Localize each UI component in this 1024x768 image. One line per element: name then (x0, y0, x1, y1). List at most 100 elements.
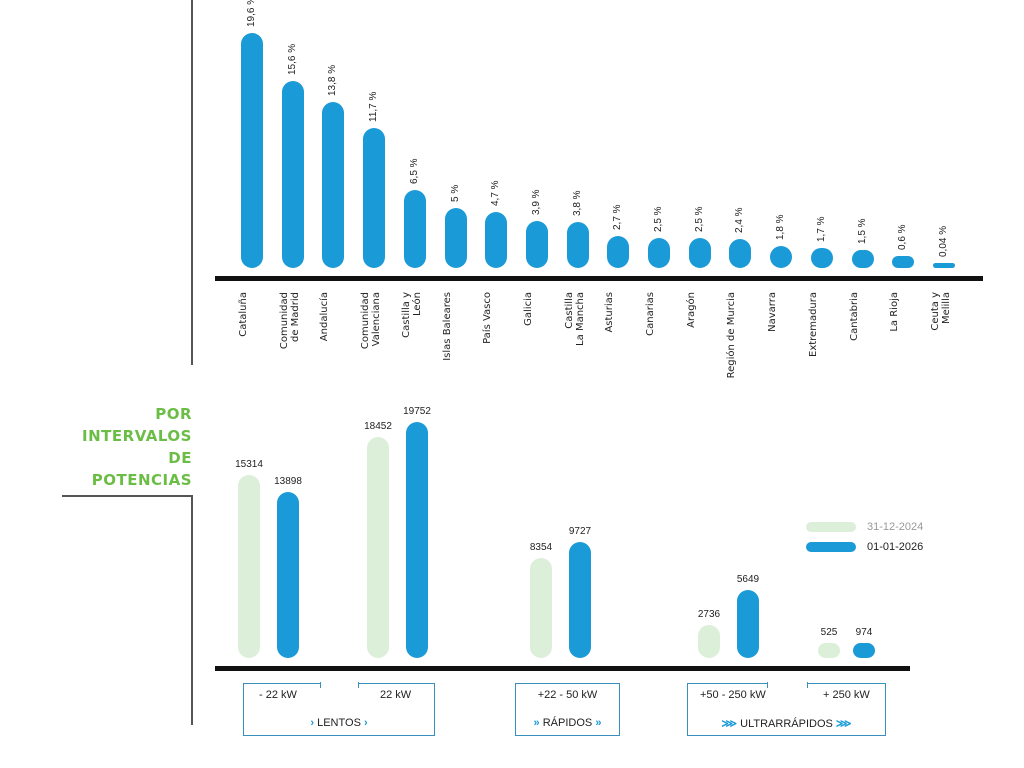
range-label: 22 kW (380, 689, 412, 701)
bar (688, 238, 711, 268)
section-heading: POR INTERVALOS DE POTENCIAS (82, 403, 192, 491)
range-label: + 250 kW (823, 689, 870, 701)
heading-line: POTENCIAS (91, 471, 192, 489)
data-label: 18452 (364, 421, 392, 433)
legend-swatch-2024 (806, 522, 856, 532)
data-label: 2,7 % (612, 204, 624, 230)
chevron-icon: » (533, 717, 540, 729)
x-axis-line (215, 666, 910, 671)
data-label: 13,8 % (327, 65, 339, 97)
bar-31-12-2024 (367, 437, 389, 658)
category-label: La Rioja (889, 292, 901, 332)
range-label: +50 - 250 kW (700, 689, 766, 701)
group-lentos: - 22 kW 22 kW › LENTOS › (243, 682, 435, 736)
data-label: 0,6 % (897, 224, 909, 250)
category-label: Región de Murcia (726, 292, 738, 379)
bar-31-12-2024 (238, 474, 260, 658)
data-label: 9727 (568, 525, 592, 537)
data-label: 5 % (449, 184, 461, 202)
group-ultrarrapidos: +50 - 250 kW + 250 kW ⋙ ULTRARRÁPIDOS ⋙ (687, 682, 886, 736)
chevron-icon: ⋙ (835, 718, 852, 730)
bar (729, 239, 752, 268)
category-label: País Vasco (482, 292, 494, 344)
heading-line: DE (168, 449, 192, 467)
data-label: 11,7 % (368, 91, 380, 122)
category-label: Islas Baleares (441, 292, 453, 361)
bar-01-01-2026 (569, 541, 591, 658)
category-label: Castilla La Mancha (563, 292, 586, 346)
data-label: 1,8 % (775, 214, 787, 241)
group-label: › LENTOS › (244, 717, 434, 729)
box-gap (767, 682, 808, 688)
bar-31-12-2024 (698, 625, 720, 658)
chevron-icon: › (363, 717, 368, 729)
chevron-icon: ⋙ (721, 718, 738, 730)
bar-31-12-2024 (530, 558, 552, 658)
data-label: 6,5 % (408, 158, 420, 184)
legend-swatch-2026 (806, 542, 856, 552)
category-label: Asturias (604, 292, 616, 333)
data-label: 13898 (274, 475, 302, 487)
bar (648, 238, 670, 268)
legend-label: 01-01-2026 (867, 541, 924, 553)
bar (281, 80, 304, 268)
range-label: - 22 kW (259, 689, 297, 701)
bar (403, 190, 426, 268)
chevron-icon: › (310, 717, 315, 729)
x-axis-line (215, 276, 983, 281)
chevron-icon: » (595, 717, 602, 729)
bar (770, 246, 793, 268)
data-label: 2,5 % (693, 206, 705, 232)
divider-line (191, 495, 193, 725)
box-gap (320, 682, 359, 688)
data-label: 15314 (235, 458, 263, 470)
data-label: 525 (820, 627, 838, 638)
range-label: +22 - 50 kW (537, 689, 598, 701)
data-label: 8354 (529, 542, 553, 554)
divider-line (62, 495, 193, 497)
data-label: 15,6 % (286, 43, 298, 75)
bar (932, 263, 955, 268)
category-label: Navarra (767, 292, 779, 332)
group-label: » RÁPIDOS » (516, 717, 619, 729)
data-label: 3,8 % (571, 190, 583, 217)
bar-01-01-2026 (406, 421, 428, 658)
bar-31-12-2024 (818, 643, 840, 658)
bar (566, 222, 589, 268)
bar (525, 221, 548, 268)
category-label: Ceuta y Melilla (929, 292, 952, 331)
data-label: 2736 (697, 609, 721, 621)
category-label: Extremadura (807, 292, 819, 357)
data-label: 19,6 % (246, 0, 257, 27)
bar (810, 247, 833, 268)
bar (607, 235, 630, 268)
legend-label: 31-12-2024 (867, 521, 924, 533)
bar-01-01-2026 (277, 491, 299, 658)
group-rapidos: +22 - 50 kW » RÁPIDOS » (515, 683, 620, 736)
bar (322, 102, 345, 268)
bar-01-01-2026 (737, 590, 759, 658)
data-label: 1,5 % (856, 218, 868, 244)
bar (851, 250, 874, 268)
data-label: 3,9 % (530, 189, 542, 216)
category-label: Galicia (522, 292, 534, 326)
group-text: RÁPIDOS (542, 717, 593, 729)
data-label: 0,04 % (937, 225, 949, 257)
group-text: ULTRARRÁPIDOS (740, 718, 833, 730)
category-label: Canarias (645, 292, 656, 336)
category-label: Castilla y León (400, 292, 423, 338)
heading-line: POR (155, 405, 192, 423)
bar (444, 208, 467, 268)
bar (485, 211, 508, 268)
data-label: 1,7 % (815, 216, 827, 242)
category-label: Cantabria (848, 292, 860, 341)
category-label: Aragón (685, 292, 697, 328)
category-label: Andalucía (319, 292, 331, 342)
data-label: 4,7 % (490, 180, 502, 206)
data-label: 19752 (403, 405, 431, 417)
bar (892, 256, 915, 268)
group-label: ⋙ ULTRARRÁPIDOS ⋙ (688, 717, 885, 730)
data-label: 974 (855, 627, 873, 638)
bar-01-01-2026 (853, 643, 875, 658)
group-text: LENTOS (317, 717, 361, 729)
